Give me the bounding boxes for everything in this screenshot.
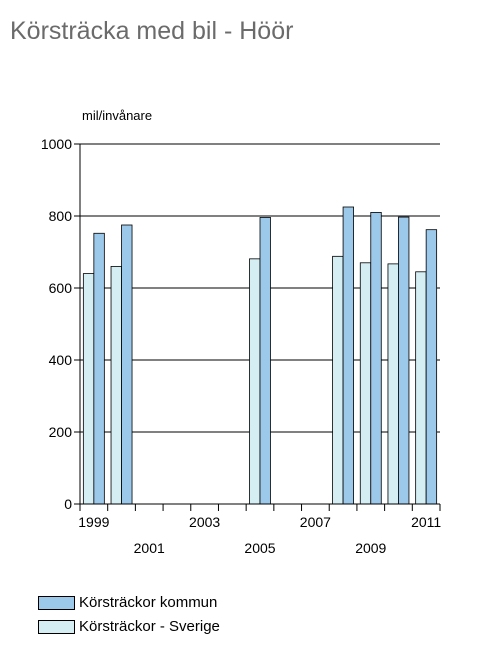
bar-sverige-2000 [110, 265, 122, 505]
legend-swatch-sverige [38, 620, 75, 634]
y-tick-label: 600 [49, 280, 73, 296]
bar-kommun-2009 [370, 211, 382, 505]
y-tick-label: 800 [49, 208, 73, 224]
y-tick-labels: 0 200 400 600 800 1000 [41, 136, 72, 512]
y-axis-label: mil/invånare [82, 108, 152, 123]
legend-label-sverige: Körsträckor - Sverige [79, 618, 220, 635]
legend-swatch-kommun [38, 596, 75, 610]
x-tick-labels: 1999 2003 2007 2011 2001 2005 2009 [78, 514, 441, 556]
bar-sverige-2008 [332, 255, 344, 505]
x-tick-label: 2007 [300, 514, 331, 530]
x-tick-label: 2003 [189, 514, 220, 530]
bar-kommun-2000 [121, 224, 133, 505]
y-tick-label: 1000 [41, 136, 72, 152]
x-tick-label: 1999 [78, 514, 109, 530]
bar-sverige-2010 [387, 263, 399, 505]
bar-kommun-2010 [398, 216, 410, 505]
axes [79, 144, 441, 511]
y-tick-label: 400 [49, 352, 73, 368]
x-tick-label: 2009 [355, 540, 386, 556]
bar-kommun-2005 [259, 217, 271, 505]
bar-chart: mil/invånare 0 200 400 600 800 1000 1999 2003 2… [41, 108, 442, 556]
bar-sverige-1999 [82, 273, 95, 505]
page-title: Körsträcka med bil - Höör [10, 17, 294, 45]
bar-kommun-2008 [342, 206, 354, 505]
y-tick-label: 0 [64, 496, 72, 512]
x-tick-label: 2011 [411, 514, 441, 530]
bar-kommun-2011 [425, 229, 438, 505]
bar-kommun-1999 [93, 232, 105, 505]
bar-sverige-2009 [359, 262, 372, 505]
bar-sverige-2011 [415, 271, 427, 505]
bars [82, 206, 438, 505]
x-tick-label: 2005 [244, 540, 275, 556]
x-tick-label: 2001 [134, 540, 165, 556]
y-tick-label: 200 [49, 424, 73, 440]
legend-label-kommun: Körsträckor kommun [79, 594, 218, 611]
bar-sverige-2005 [249, 258, 261, 505]
